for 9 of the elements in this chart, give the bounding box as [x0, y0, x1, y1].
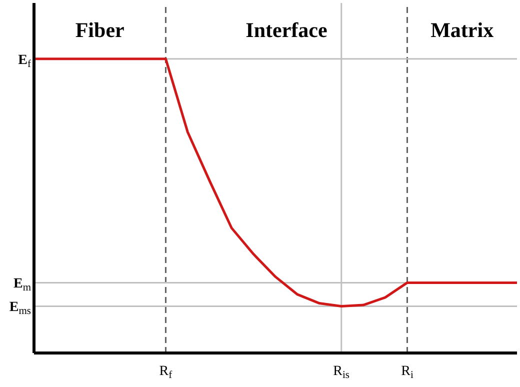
ref-line-label: E$_{ms}$ [9, 300, 31, 317]
x-tick-label: R$_{i}$ [401, 364, 414, 381]
text: Interface [246, 18, 328, 42]
text: Matrix [430, 18, 494, 42]
ref-line-label: E$_{m}$ [13, 276, 31, 294]
x-tick-label: R$_{f}$ [159, 364, 173, 381]
text: Fiber [75, 18, 124, 42]
ref-line-label: E$_{f}$ [18, 52, 32, 70]
x-tick-label: R$_{is}$ [333, 364, 350, 381]
